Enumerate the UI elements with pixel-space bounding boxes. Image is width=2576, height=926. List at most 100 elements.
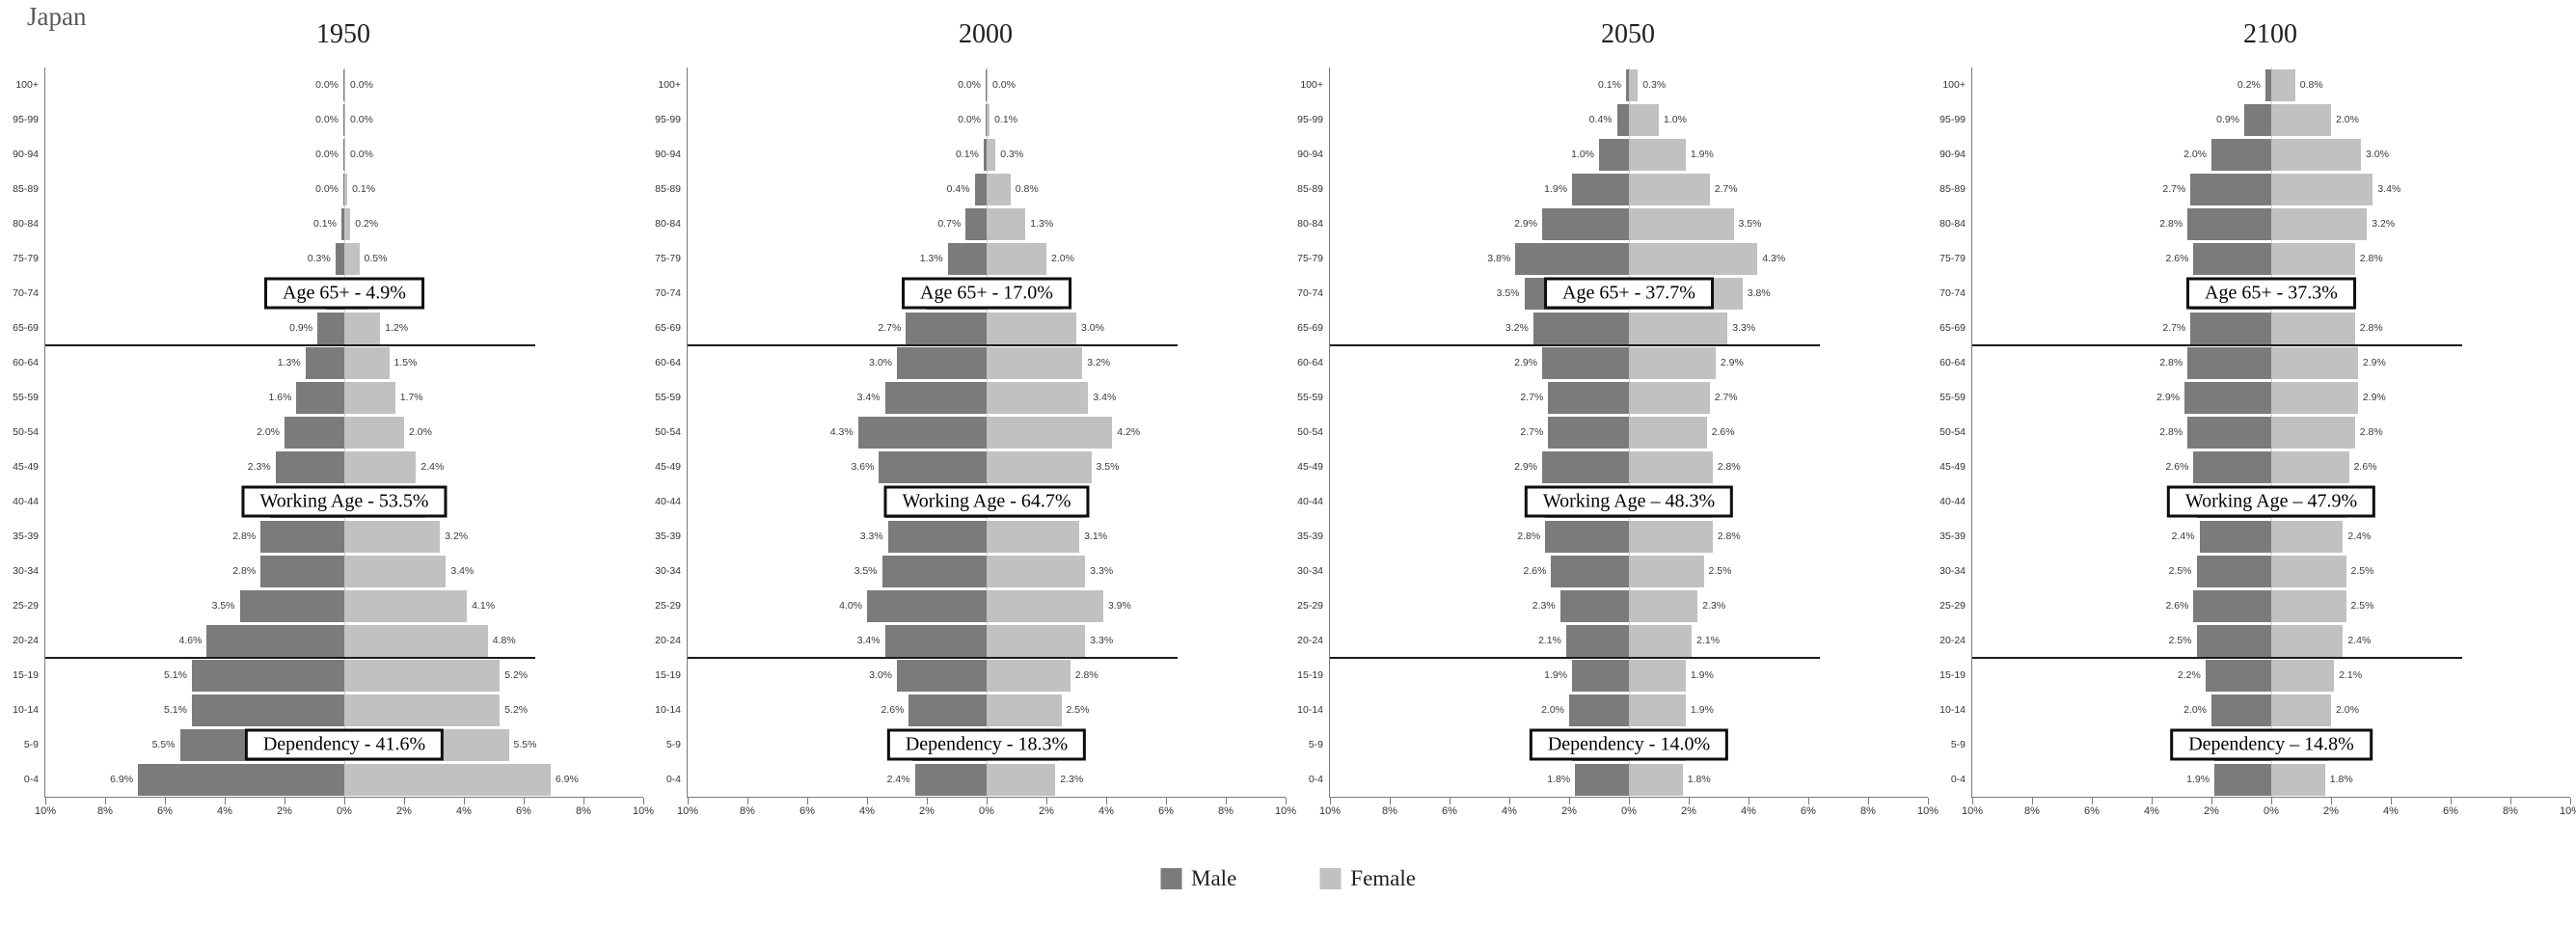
x-tick-label: 10% xyxy=(2559,805,2576,817)
pyramid-row: 0.9% 2.0% xyxy=(1972,102,2570,137)
female-bar xyxy=(2271,659,2335,692)
female-bar xyxy=(2271,138,2361,171)
male-value-label: 2.3% xyxy=(247,461,271,473)
pyramid-panel-2050: 2050 100+ 95-99 90-94 85-89 80-84 75-79 70-74 65… xyxy=(1290,0,1939,858)
male-value-label: 2.5% xyxy=(2168,565,2192,577)
male-value-label: 1.9% xyxy=(1544,669,1568,681)
male-bar xyxy=(1565,624,1629,657)
x-tick-label: 2% xyxy=(277,805,292,817)
age-label: 55-59 xyxy=(13,392,39,403)
male-bar xyxy=(239,589,344,622)
age-label: 25-29 xyxy=(655,600,681,612)
x-tick xyxy=(1105,798,1107,804)
age-label: 75-79 xyxy=(1939,253,1966,264)
age-axis: 100+ 95-99 90-94 85-89 80-84 75-79 70-74 65-69 6… xyxy=(1933,68,1966,797)
age65-annotation: Age 65+ - 4.9% xyxy=(264,277,424,310)
female-bar xyxy=(344,381,395,414)
x-tick-label: 6% xyxy=(1442,805,1457,817)
pyramid-row: 1.9% 2.7% xyxy=(1330,172,1928,206)
male-bar xyxy=(2211,694,2271,726)
x-tick xyxy=(164,798,166,804)
pyramid-row: 3.0% 2.8% xyxy=(688,658,1286,693)
age-label: 40-44 xyxy=(655,496,681,507)
female-value-label: 0.0% xyxy=(350,79,373,91)
male-bar xyxy=(1551,555,1629,587)
x-tick xyxy=(463,798,465,804)
male-bar xyxy=(2193,242,2271,275)
female-value-label: 0.1% xyxy=(994,114,1018,125)
pyramid-row: 2.4% 2.4% xyxy=(1972,519,2570,554)
female-bar xyxy=(344,416,404,449)
female-value-label: 0.0% xyxy=(992,79,1016,91)
x-tick xyxy=(1568,798,1570,804)
age-label: 30-34 xyxy=(1939,565,1966,577)
female-bar xyxy=(344,173,348,205)
age-label: 95-99 xyxy=(1939,114,1966,125)
x-tick-label: 2% xyxy=(2323,805,2339,817)
x-tick xyxy=(403,798,405,804)
male-value-label: 3.0% xyxy=(869,357,892,368)
male-value-label: 0.0% xyxy=(315,183,339,195)
male-value-label: 0.1% xyxy=(955,149,979,160)
male-value-label: 2.2% xyxy=(2177,669,2201,681)
age-label: 80-84 xyxy=(1939,218,1966,230)
age-label: 35-39 xyxy=(1297,531,1323,542)
age-label: 15-19 xyxy=(1939,669,1966,681)
pyramid-row: 4.0% 3.9% xyxy=(688,588,1286,623)
x-tick-label: 8% xyxy=(2503,805,2518,817)
age-label: 20-24 xyxy=(655,635,681,646)
x-tick-label: 6% xyxy=(2443,805,2458,817)
x-tick xyxy=(1927,798,1929,804)
male-bar xyxy=(2211,138,2271,171)
plot-area: 0.2% 0.8% 0.9% 2.0% 2.0% 3.0% 2.7% 3.4% 2.8% 3.2%… xyxy=(1962,68,2576,817)
legend-female-label: Female xyxy=(1350,866,1416,890)
x-tick-label: 6% xyxy=(157,805,173,817)
x-tick xyxy=(2450,798,2452,804)
female-value-label: 2.4% xyxy=(420,461,445,473)
x-tick-label: 8% xyxy=(2024,805,2040,817)
x-tick-label: 6% xyxy=(516,805,531,817)
male-bar xyxy=(897,659,987,692)
pyramid-row: 2.0% 1.9% xyxy=(1330,693,1928,727)
age-label: 50-54 xyxy=(13,426,39,438)
female-bar xyxy=(344,589,468,622)
male-bar xyxy=(879,450,987,483)
age-label: 60-64 xyxy=(13,357,39,368)
male-value-label: 0.0% xyxy=(315,79,339,91)
female-bar xyxy=(2271,173,2373,205)
male-value-label: 2.7% xyxy=(1520,426,1544,438)
female-bar xyxy=(1629,68,1639,101)
x-tick-label: 10% xyxy=(34,805,57,817)
female-bar xyxy=(344,763,551,796)
male-bar xyxy=(2193,450,2271,483)
x-tick xyxy=(1508,798,1510,804)
plot-area: 0.0% 0.0% 0.0% 0.0% 0.0% 0.0% 0.0% 0.1% 0.1% 0.2%… xyxy=(35,68,654,817)
legend-item-female: Female xyxy=(1319,866,1416,891)
age-label: 65-69 xyxy=(1297,322,1323,334)
female-value-label: 2.0% xyxy=(1051,253,1074,264)
female-bar xyxy=(344,346,390,379)
legend-item-male: Male xyxy=(1160,866,1236,891)
female-bar xyxy=(2271,416,2355,449)
x-tick xyxy=(687,798,689,804)
pyramid-row: 2.7% 3.4% xyxy=(1972,172,2570,206)
male-value-label: 2.7% xyxy=(2162,183,2186,195)
male-value-label: 2.0% xyxy=(2183,149,2207,160)
female-bar xyxy=(987,624,1086,657)
female-bar xyxy=(987,589,1103,622)
female-bar xyxy=(344,694,501,726)
male-bar xyxy=(884,624,987,657)
female-bar xyxy=(1629,763,1683,796)
male-bar xyxy=(1532,312,1629,344)
male-value-label: 0.0% xyxy=(315,149,339,160)
male-value-label: 2.8% xyxy=(2159,218,2183,230)
male-bar xyxy=(296,381,344,414)
pyramid-row: 0.0% 0.0% xyxy=(45,137,643,172)
female-value-label: 0.3% xyxy=(1642,79,1667,91)
male-value-label: 2.0% xyxy=(1541,704,1564,716)
female-bar xyxy=(1629,450,1713,483)
female-value-label: 3.4% xyxy=(1093,392,1117,403)
age-label: 35-39 xyxy=(13,531,39,542)
male-value-label: 0.4% xyxy=(946,183,970,195)
female-value-label: 1.5% xyxy=(393,357,418,368)
